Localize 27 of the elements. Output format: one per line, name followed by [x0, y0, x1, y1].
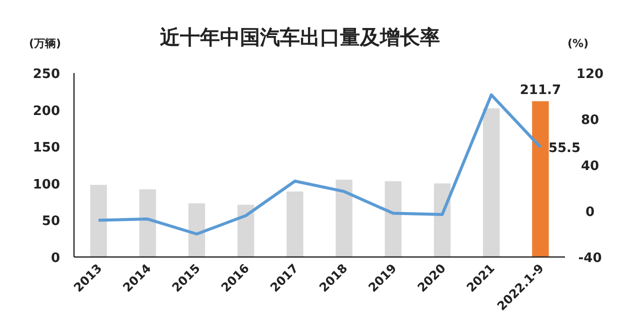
y2-tick-label: 0: [585, 205, 595, 220]
chart-title: 近十年中国汽车出口量及增长率: [159, 25, 440, 49]
y2-tick-label: 120: [576, 67, 604, 82]
bar: [434, 183, 451, 257]
y2-tick-label: 80: [580, 113, 600, 128]
y-tick-label: 150: [32, 140, 60, 156]
bar: [384, 181, 402, 257]
bar: [188, 203, 206, 257]
data-label: 211.7: [520, 83, 562, 98]
bar: [336, 180, 352, 257]
y2-tick-label: -40: [578, 251, 602, 266]
bar: [532, 101, 549, 257]
bar: [286, 191, 304, 257]
y-tick-label: 0: [50, 251, 60, 266]
y-tick-label: 50: [42, 214, 60, 230]
y-tick-label: 200: [32, 104, 60, 119]
y-tick-label: 250: [32, 67, 60, 82]
bar: [90, 184, 107, 257]
y2-axis-title: (%): [567, 37, 589, 50]
bar: [483, 108, 500, 257]
data-label: 55.5: [548, 141, 581, 156]
y-axis-title: (万辆): [28, 37, 62, 50]
bar: [139, 189, 156, 257]
bar: [238, 204, 254, 257]
y-tick-label: 100: [32, 177, 60, 192]
y2-tick-label: 40: [580, 159, 600, 174]
line-series: [97, 93, 542, 236]
